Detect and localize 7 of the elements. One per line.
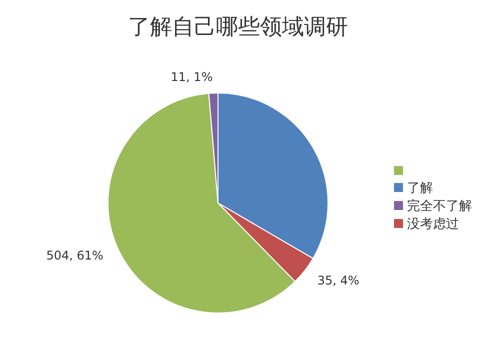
data-label: 35, 4% bbox=[317, 273, 360, 288]
legend-label: 了解 bbox=[407, 180, 433, 196]
legend-label: 没考虑过 bbox=[407, 216, 459, 232]
legend-label: 完全不了解 bbox=[407, 198, 472, 214]
data-label: 504, 61% bbox=[46, 248, 104, 262]
data-label: 11, 1% bbox=[170, 70, 213, 84]
chart-title: 了解自己哪些领域调研 bbox=[127, 14, 349, 42]
